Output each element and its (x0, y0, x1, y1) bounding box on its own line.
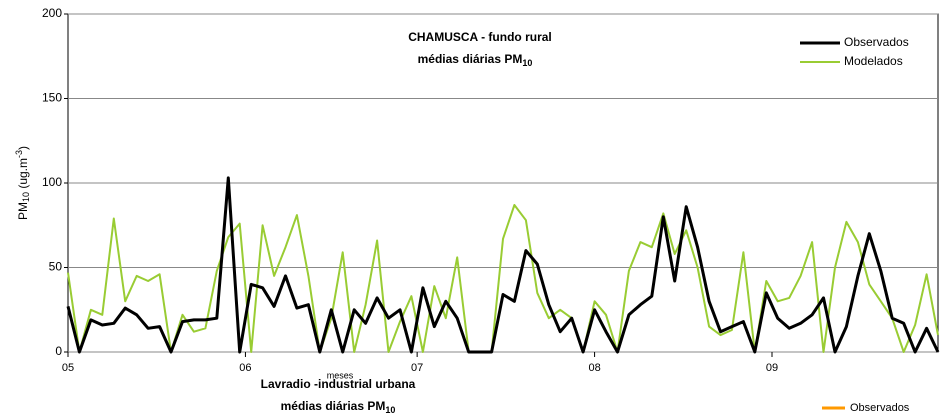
chart2-title: Lavradio -industrial urbana (261, 377, 416, 391)
y-label-part: ) (16, 146, 30, 150)
x-tick-label: 05 (62, 362, 74, 374)
y-tick-label: 50 (49, 260, 63, 274)
y-label-part: (ug.m (16, 158, 30, 192)
series-line (67, 204, 939, 353)
chart-subtitle: médias diárias PM10 (418, 52, 533, 68)
x-tick-label: 09 (766, 362, 778, 374)
series-line (66, 176, 940, 354)
x-tick-label: 07 (411, 362, 423, 374)
y-tick-label: 100 (42, 175, 62, 189)
legend-label: Modelados (844, 54, 903, 68)
subtitle-sub: 10 (522, 58, 532, 68)
x-tick-label: 08 (588, 362, 600, 374)
chart2-subtitle: médias diárias PM10 (281, 399, 396, 415)
y-label-part: PM (16, 202, 30, 220)
y-axis-label: PM10 (ug.m-3) (14, 146, 31, 220)
y-tick-label: 0 (55, 344, 62, 358)
subtitle-sub: 10 (385, 405, 395, 415)
subtitle-text: médias diárias PM (281, 399, 386, 413)
y-tick-label: 200 (42, 6, 62, 20)
y-label-part: -3 (14, 150, 24, 158)
chart-title: CHAMUSCA - fundo rural (408, 30, 552, 44)
legend-label: Observados (850, 402, 910, 414)
y-tick-label: 150 (42, 91, 62, 105)
x-axis-label: meses (327, 370, 354, 380)
legend-label: Observados (844, 35, 909, 49)
subtitle-text: médias diárias PM (418, 52, 523, 66)
y-label-part: 10 (21, 192, 31, 202)
x-tick-label: 06 (239, 362, 251, 374)
